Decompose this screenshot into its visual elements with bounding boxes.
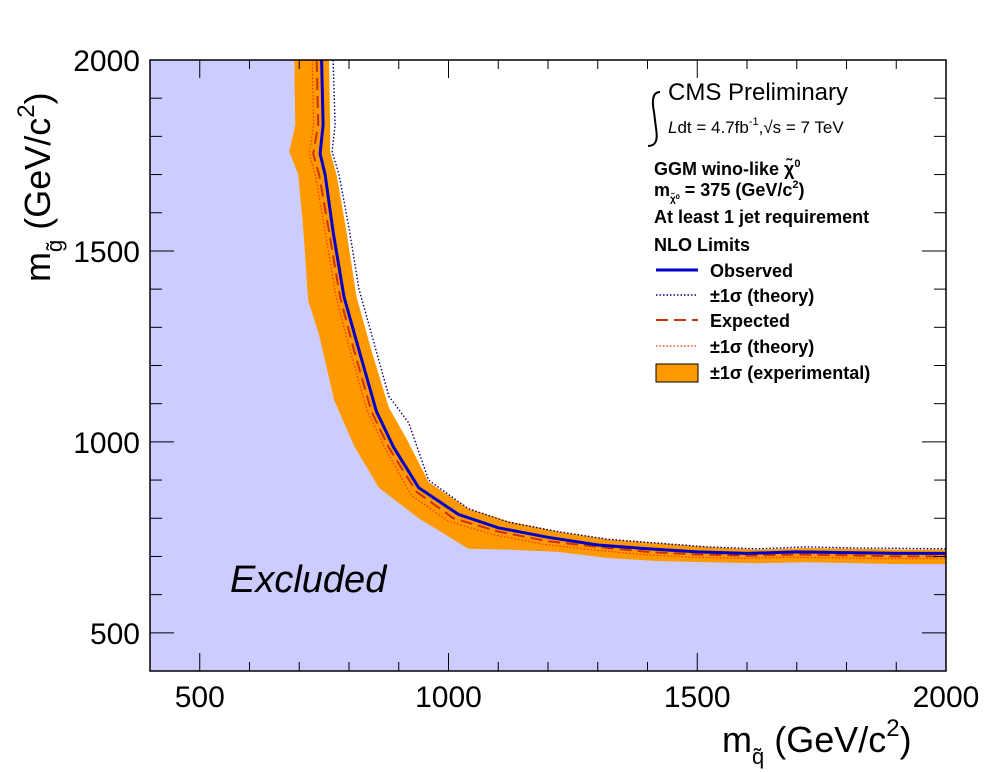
model-line-3: At least 1 jet requirement <box>654 207 869 227</box>
model-line-1: GGM wino-like χ̃0 <box>654 157 801 179</box>
x-tick-label: 2000 <box>913 681 980 714</box>
x-axis-title: mq̃ (GeV/c2) <box>722 715 912 769</box>
limits-header: NLO Limits <box>654 235 750 255</box>
tick-labels: 500 1000 1500 2000 500 1000 1500 2000 <box>73 45 979 714</box>
legend: CMS Preliminary Ldt = 4.7fb-1,√s = 7 TeV… <box>647 79 870 383</box>
legend-band-swatch <box>655 363 699 383</box>
plot-area <box>150 59 947 671</box>
excluded-region <box>150 60 946 671</box>
experimental-band <box>289 60 946 565</box>
integral-sign-icon <box>647 91 661 147</box>
observed-line <box>318 59 946 555</box>
x-tick-label: 1500 <box>664 681 731 714</box>
model-line-2: mχ̃⁰ = 375 (GeV/c2) <box>654 179 804 205</box>
luminosity-label: Ldt = 4.7fb-1,√s = 7 TeV <box>668 116 844 137</box>
observed-theory-line <box>331 59 947 550</box>
axis-ticks <box>149 59 947 672</box>
legend-observed-label: Observed <box>710 261 793 281</box>
legend-expected-theory-label: ±1σ (theory) <box>710 337 814 357</box>
expected-line <box>312 59 946 558</box>
legend-expected-label: Expected <box>710 311 790 331</box>
y-tick-label: 1000 <box>73 427 140 460</box>
y-tick-label: 1500 <box>73 236 140 269</box>
x-tick-label: 500 <box>175 681 225 714</box>
legend-observed-theory-label: ±1σ (theory) <box>710 286 814 306</box>
y-tick-label: 500 <box>90 618 140 651</box>
y-axis-title: mg̃(GeV/c2) <box>13 92 67 282</box>
y-tick-label: 2000 <box>73 45 140 78</box>
experiment-label: CMS Preliminary <box>668 79 848 106</box>
excluded-label: Excluded <box>230 559 388 601</box>
x-tick-label: 1000 <box>415 681 482 714</box>
legend-band-label: ±1σ (experimental) <box>710 363 870 383</box>
